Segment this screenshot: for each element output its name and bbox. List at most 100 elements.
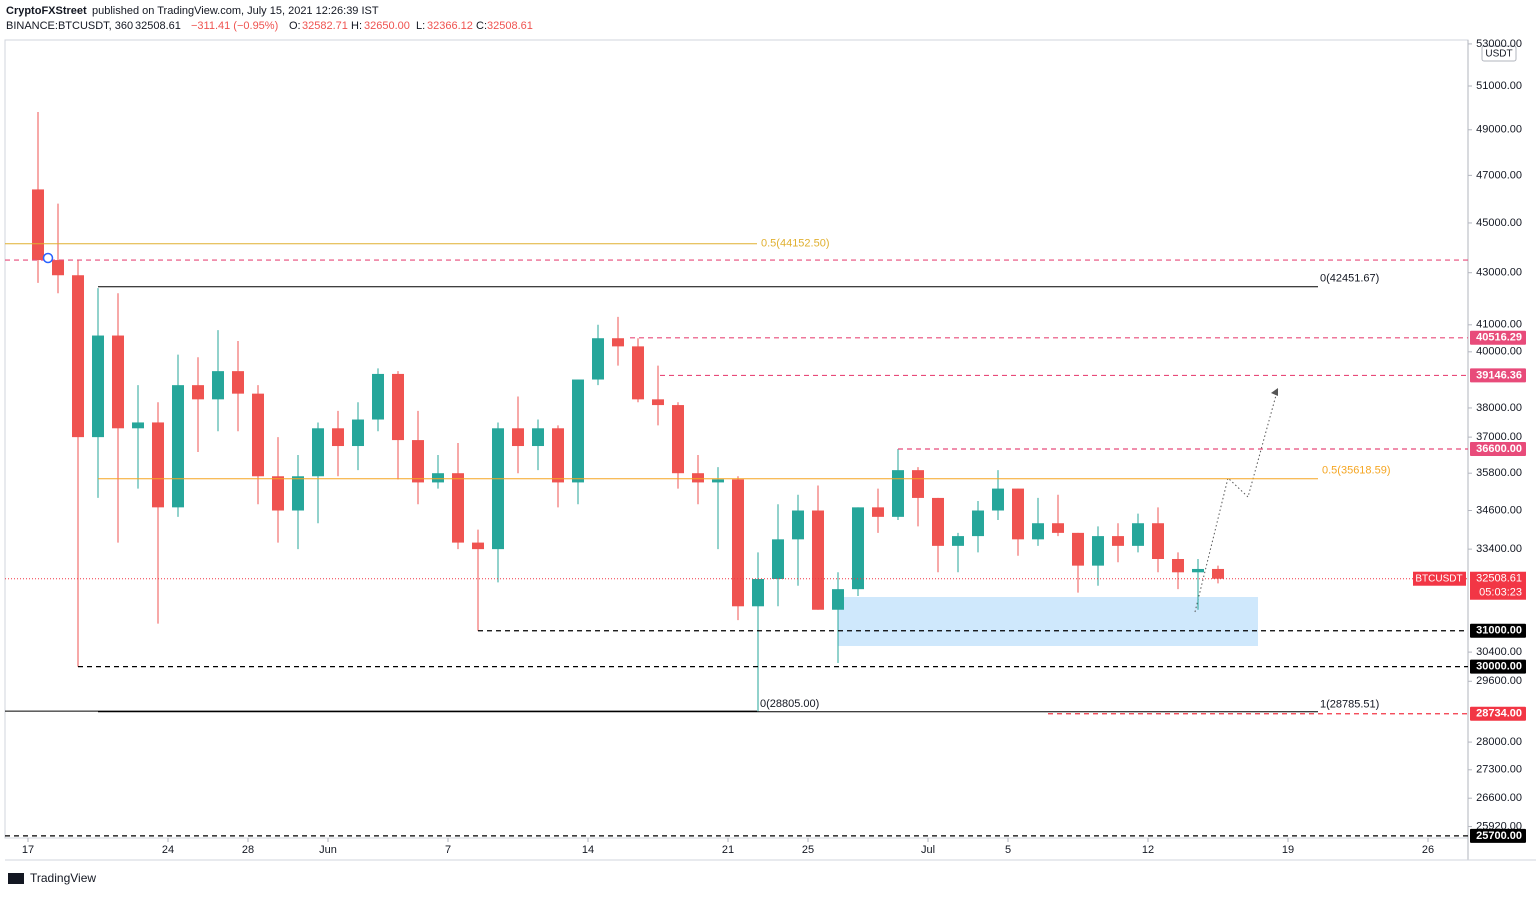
candle-body bbox=[432, 473, 444, 483]
candle-body bbox=[512, 428, 524, 447]
candle-body bbox=[492, 428, 504, 550]
candle-body bbox=[272, 476, 284, 511]
y-tick-label: 45000.00 bbox=[1476, 217, 1522, 229]
y-tick-label: 51000.00 bbox=[1476, 80, 1522, 92]
candle-body bbox=[172, 385, 184, 508]
logo bbox=[8, 873, 24, 884]
header: CryptoFXStreet published on TradingView.… bbox=[6, 5, 533, 32]
price-label-box bbox=[1470, 828, 1526, 843]
candle-body bbox=[932, 497, 944, 546]
price-label: 36600.00 bbox=[1476, 443, 1522, 455]
candle-body bbox=[692, 473, 704, 483]
h-label: H: bbox=[351, 20, 362, 32]
candle-body bbox=[212, 371, 224, 400]
x-tick-label: 7 bbox=[445, 844, 451, 856]
candle-body bbox=[572, 379, 584, 483]
candle-body bbox=[332, 428, 344, 447]
price-label: 39146.36 bbox=[1476, 369, 1522, 381]
x-tick-label: 25 bbox=[802, 844, 814, 856]
candle-body bbox=[292, 476, 304, 511]
footer: TradingView bbox=[30, 871, 96, 885]
candle-body bbox=[872, 507, 884, 517]
candle-body bbox=[92, 335, 104, 438]
candle-body bbox=[1072, 532, 1084, 566]
level-label: 0(28805.00) bbox=[760, 698, 819, 710]
last-price: 32508.61 bbox=[1476, 573, 1522, 585]
candle-body bbox=[132, 422, 144, 429]
candle-body bbox=[552, 428, 564, 483]
demand-zone bbox=[838, 597, 1258, 646]
candle-body bbox=[1212, 568, 1224, 579]
level-label: 0.5(44152.50) bbox=[761, 238, 830, 250]
candle-body bbox=[612, 338, 624, 347]
candle-body bbox=[152, 422, 164, 508]
x-tick-label: 21 bbox=[722, 844, 734, 856]
countdown: 05:03:23 bbox=[1479, 587, 1522, 599]
candle-body bbox=[412, 440, 424, 483]
candle-body bbox=[252, 393, 264, 477]
candle-body bbox=[852, 507, 864, 590]
candle-body bbox=[32, 189, 44, 261]
l-label: L: bbox=[416, 20, 425, 32]
x-tick-label: 5 bbox=[1005, 844, 1011, 856]
y-tick-label: 34600.00 bbox=[1476, 504, 1522, 516]
last: 32508.61 bbox=[135, 20, 181, 32]
candle-body bbox=[832, 589, 844, 610]
candle-body bbox=[532, 428, 544, 447]
o-label: O: bbox=[289, 20, 301, 32]
candle-body bbox=[732, 479, 744, 607]
price-label: 40516.29 bbox=[1476, 332, 1522, 344]
price-label-box bbox=[1470, 659, 1526, 674]
x-tick-label: 26 bbox=[1422, 844, 1434, 856]
candle-body bbox=[1092, 536, 1104, 566]
y-tick-label: 33400.00 bbox=[1476, 543, 1522, 555]
candle-body bbox=[312, 428, 324, 477]
last-name-box bbox=[1413, 571, 1466, 586]
published: published on TradingView.com, July 15, 2… bbox=[92, 5, 379, 17]
y-tick-label: 26600.00 bbox=[1476, 792, 1522, 804]
symbol: BINANCE:BTCUSDT, 360 bbox=[6, 20, 133, 32]
c-label: C: bbox=[476, 20, 487, 32]
plot-frame bbox=[4, 39, 1469, 839]
change: −311.41 (−0.95%) bbox=[191, 20, 278, 32]
y-tick-label: 28000.00 bbox=[1476, 736, 1522, 748]
y-tick-label: 41000.00 bbox=[1476, 319, 1522, 331]
candle-body bbox=[1152, 523, 1164, 560]
x-tick-label: 24 bbox=[162, 844, 174, 856]
low: 32366.12 bbox=[427, 20, 473, 32]
marker bbox=[42, 252, 54, 264]
candle-body bbox=[972, 510, 984, 537]
author: CryptoFXStreet bbox=[6, 5, 87, 17]
last-name: BTCUSDT bbox=[1415, 573, 1462, 584]
x-tick-label: Jun bbox=[319, 844, 337, 856]
x-tick-label: 17 bbox=[22, 844, 34, 856]
price-label: 30000.00 bbox=[1476, 661, 1522, 673]
price-label-box bbox=[1470, 368, 1526, 383]
x-tick-label: Jul bbox=[921, 844, 935, 856]
candle-body bbox=[472, 542, 484, 550]
candle-body bbox=[952, 536, 964, 546]
candle-body bbox=[1112, 536, 1124, 546]
level-label: 0.5(35618.59) bbox=[1322, 465, 1391, 477]
candle-body bbox=[1012, 488, 1024, 540]
candle-body bbox=[232, 371, 244, 394]
level-label: 0(42451.67) bbox=[1320, 273, 1379, 285]
candle-body bbox=[372, 373, 384, 420]
candle-body bbox=[752, 579, 764, 607]
price-label: 31000.00 bbox=[1476, 625, 1522, 637]
candle-body bbox=[792, 510, 804, 540]
candle-body bbox=[672, 405, 684, 474]
x-tick-label: 19 bbox=[1282, 844, 1294, 856]
y-tick-label: 29600.00 bbox=[1476, 675, 1522, 687]
y-tick-label: 37000.00 bbox=[1476, 431, 1522, 443]
high: 32650.00 bbox=[364, 20, 410, 32]
price-label-box bbox=[1470, 706, 1526, 721]
candle-body bbox=[192, 385, 204, 400]
x-tick-label: 28 bbox=[242, 844, 254, 856]
y-tick-label: 35800.00 bbox=[1476, 467, 1522, 479]
candle-body bbox=[1172, 559, 1184, 573]
y-tick-label: 47000.00 bbox=[1476, 169, 1522, 181]
price-label-box bbox=[1470, 442, 1526, 457]
candle-body bbox=[392, 373, 404, 441]
candle-body bbox=[112, 335, 124, 429]
